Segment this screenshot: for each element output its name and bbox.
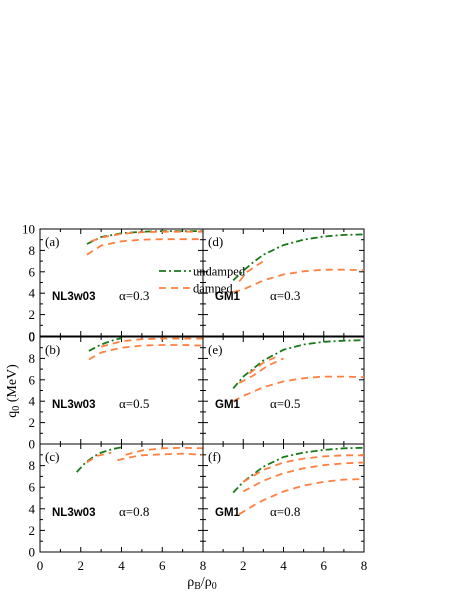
- legend-label-damped: damped: [193, 282, 233, 296]
- x-tick-label: 4: [118, 558, 125, 573]
- x-tick-label: 2: [78, 558, 85, 573]
- x-tick-label: 6: [321, 558, 328, 573]
- model-label: GM1: [215, 507, 241, 519]
- alpha-label: α=0.8: [119, 504, 149, 519]
- model-label: GM1: [215, 399, 241, 411]
- panel-a: 0 2 4 6 8 10 (a) NL3w03 α=0.3: [22, 222, 204, 344]
- undamped-series-line: [88, 337, 122, 352]
- damped-series-line: [238, 357, 284, 384]
- x-tick-label: 0: [37, 558, 44, 573]
- y-tick-label: 0: [29, 329, 36, 344]
- alpha-label: α=0.3: [270, 288, 300, 303]
- undamped-series-line: [86, 230, 203, 245]
- undamped-series-line: [232, 339, 365, 389]
- panel-e: (e) GM1 α=0.5: [202, 336, 365, 445]
- y-tick-label: 8: [29, 458, 36, 473]
- legend: undamped damped: [159, 265, 246, 296]
- y-tick-label: 2: [29, 523, 36, 538]
- y-tick-label: 6: [29, 480, 36, 495]
- panel-frame: [202, 443, 365, 553]
- damped-series-line: [90, 230, 203, 243]
- model-label: NL3w03: [52, 507, 95, 519]
- x-tick-label: 6: [159, 558, 166, 573]
- damped-series-line: [232, 268, 365, 293]
- x-axis-label: ρB/ρ0: [187, 575, 217, 592]
- panel-letter-label: (e): [208, 342, 222, 357]
- undamped-series-line: [232, 233, 365, 282]
- legend-label-undamped: undamped: [193, 265, 246, 279]
- damped-series-line: [86, 238, 203, 256]
- damped-series-line: [100, 337, 203, 348]
- damped-series-line: [232, 375, 365, 402]
- y-tick-label: 4: [29, 394, 36, 409]
- model-label: GM1: [215, 291, 241, 303]
- undamped-series-line: [76, 446, 122, 473]
- x-tick-label: 8: [200, 558, 207, 573]
- damped-series-line: [238, 478, 365, 515]
- panel-frame: [39, 336, 204, 445]
- alpha-label: α=0.5: [119, 396, 149, 411]
- y-tick-label: 10: [22, 222, 35, 237]
- y-tick-label: 6: [29, 372, 36, 387]
- y-tick-label: 8: [29, 243, 36, 258]
- panel-frame: [39, 228, 204, 337]
- panel-letter-label: (d): [208, 234, 223, 249]
- damped-series-line: [88, 344, 204, 361]
- model-label: NL3w03: [52, 399, 95, 411]
- y-tick-label: 6: [29, 264, 36, 279]
- panel-frame: [202, 336, 365, 445]
- alpha-label: α=0.8: [270, 504, 300, 519]
- damped-series-line: [248, 356, 276, 375]
- alpha-label: α=0.5: [270, 396, 300, 411]
- panel-letter-label: (b): [45, 342, 60, 357]
- y-tick-label: 0: [29, 437, 36, 452]
- damped-series-line: [117, 452, 204, 462]
- x-tick-label: 2: [240, 558, 247, 573]
- undamped-series-line: [232, 446, 365, 494]
- y-tick-label: 2: [29, 307, 36, 322]
- alpha-label: α=0.3: [119, 288, 149, 303]
- panel-letter-label: (f): [208, 449, 221, 464]
- panel-letter-label: (c): [45, 449, 59, 464]
- y-tick-label: 0: [29, 545, 36, 560]
- model-label: NL3w03: [52, 291, 95, 303]
- x-tick-label: 8: [361, 558, 368, 573]
- y-tick-label: 4: [29, 501, 36, 516]
- y-tick-label: 4: [29, 286, 36, 301]
- y-tick-label: 8: [29, 351, 36, 366]
- panel-b: 2 4 6 8 0 (b) NL3w03 α=0.5: [29, 330, 204, 445]
- damped-series-line: [125, 446, 204, 456]
- panel-f: 2 4 6 8 (f) GM1 α=0.8: [202, 443, 368, 573]
- panel-letter-label: (a): [45, 234, 59, 249]
- x-tick-label: 4: [280, 558, 287, 573]
- axis-labels-layer: ρB/ρ0 q0 (MeV): [5, 364, 217, 592]
- panel-d: (d) GM1 α=0.3: [202, 228, 365, 337]
- y-tick-label: 2: [29, 415, 36, 430]
- damped-series-line: [238, 260, 264, 282]
- y-axis-label: q0 (MeV): [5, 364, 22, 418]
- panels-layer: 0 2 4 6 8 10 (a) NL3w03 α=0.3 (d) GM1 α=0.3 2 4 6 8 0 (b)…: [22, 222, 367, 574]
- y-tick-label: 0: [29, 330, 36, 345]
- damped-series-line: [86, 451, 112, 464]
- damped-series-line: [242, 461, 365, 493]
- damped-series-line: [242, 454, 364, 483]
